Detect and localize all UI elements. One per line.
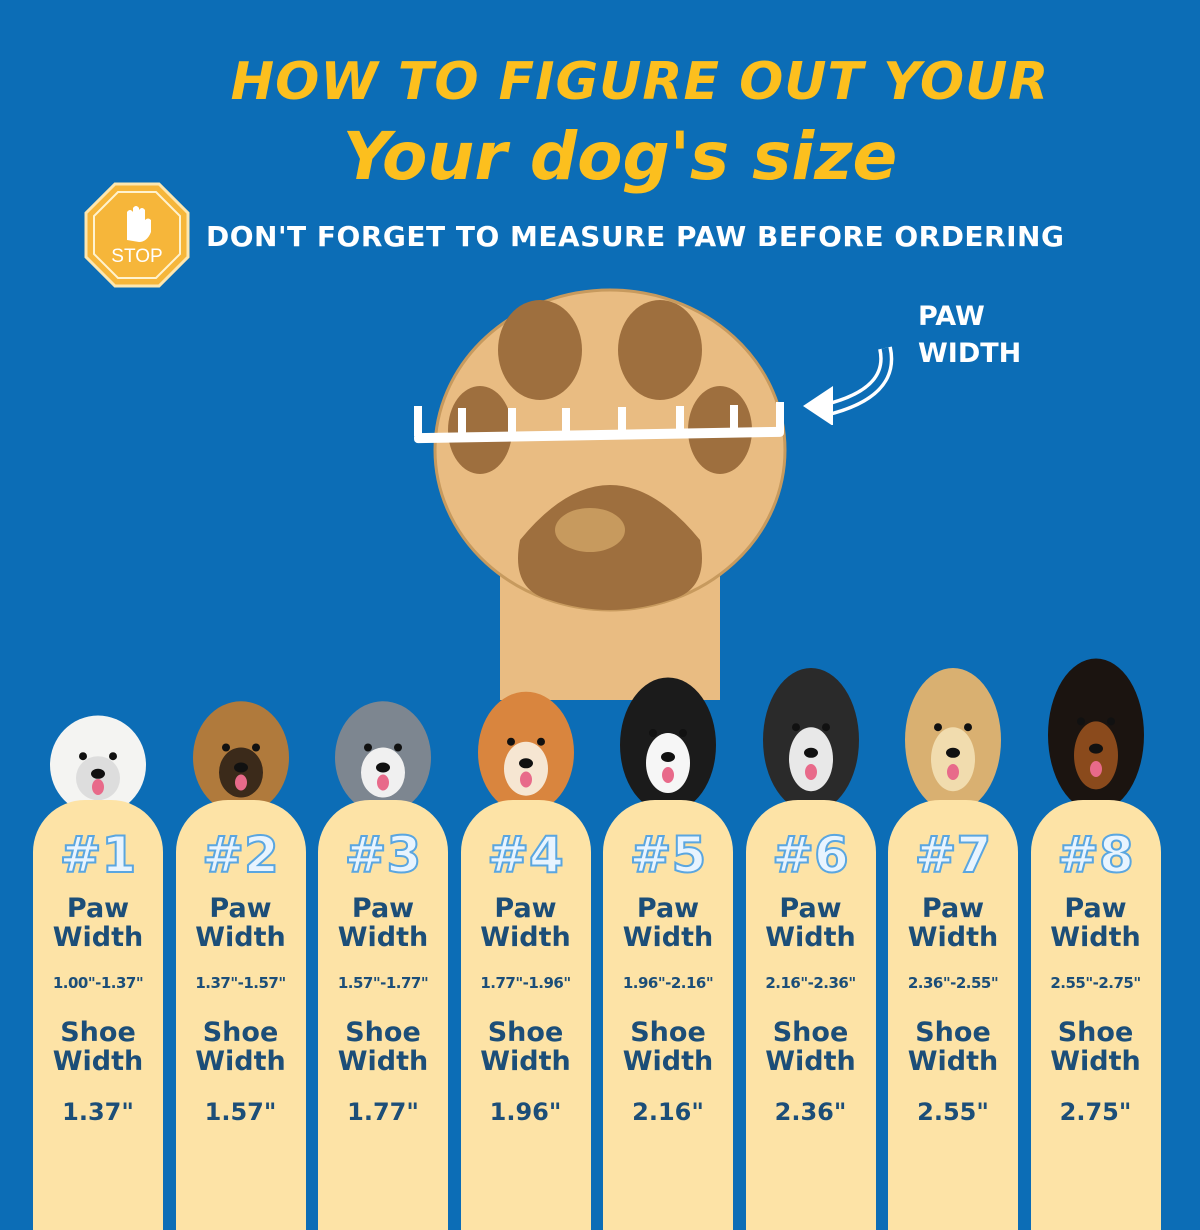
stop-sign-text: STOP	[111, 246, 162, 267]
paw-width-range: 1.00"-1.37"	[52, 974, 144, 992]
hand-icon	[127, 206, 151, 242]
shoe-width-value: 2.16"	[632, 1098, 704, 1126]
dog-photo	[38, 710, 158, 824]
shoe-width-label: Shoe Width	[52, 1017, 144, 1077]
paw-width-range: 2.16"-2.36"	[765, 974, 856, 992]
paw-width-label: Paw Width	[622, 893, 714, 953]
paw-width-label: Paw Width	[52, 893, 144, 953]
dog-photo	[751, 660, 871, 824]
dog-photo	[466, 685, 586, 824]
paw-width-range: 2.55"-2.75"	[1050, 974, 1141, 992]
stop-sign-icon: STOP	[84, 182, 190, 288]
size-number: #8	[1056, 825, 1135, 885]
paw-width-label: PAW WIDTH	[918, 301, 1022, 369]
paw-width-label: Paw Width	[195, 893, 286, 953]
size-card: #5 Paw Width 1.96"-2.16" Shoe Width 2.16"	[603, 800, 733, 1230]
size-card: #2 Paw Width 1.37"-1.57" Shoe Width 1.57"	[175, 800, 306, 1230]
shoe-width-value: 2.55"	[917, 1098, 989, 1126]
size-card: #1 Paw Width 1.00"-1.37" Shoe Width 1.37"	[33, 800, 163, 1230]
paw-width-label: Paw Width	[1050, 893, 1141, 953]
size-number: #6	[771, 825, 850, 885]
paw-width-range: 1.77"-1.96"	[480, 974, 571, 992]
shoe-width-value: 2.36"	[774, 1098, 847, 1126]
size-number: #5	[629, 825, 708, 885]
size-number: #3	[344, 825, 423, 885]
size-number: #7	[914, 825, 993, 885]
size-card: #6 Paw Width 2.16"-2.36" Shoe Width 2.36"	[745, 800, 876, 1230]
paw-width-label: Paw Width	[907, 893, 999, 953]
size-number: #4	[486, 825, 565, 885]
size-card: #7 Paw Width 2.36"-2.55" Shoe Width 2.55"	[888, 800, 1018, 1230]
paw-width-range: 1.37"-1.57"	[195, 974, 286, 992]
paw-width-label: Paw Width	[765, 893, 856, 953]
ruler-icon	[414, 402, 784, 444]
shoe-width-value: 2.75"	[1059, 1098, 1132, 1126]
size-number: #1	[59, 825, 138, 885]
arrow-icon	[803, 346, 894, 425]
size-card: #8 Paw Width 2.55"-2.75" Shoe Width 2.75"	[1030, 800, 1161, 1230]
shoe-width-value: 1.37"	[62, 1098, 134, 1126]
paw-width-range: 1.57"-1.77"	[337, 974, 429, 992]
shoe-width-label: Shoe Width	[1050, 1017, 1141, 1077]
shoe-width-value: 1.96"	[489, 1098, 562, 1126]
shoe-width-label: Shoe Width	[195, 1017, 286, 1077]
dog-photo	[893, 660, 1013, 824]
dog-photo	[181, 695, 301, 824]
title-line-2: Your dog's size	[342, 118, 898, 195]
shoe-width-label: Shoe Width	[337, 1017, 429, 1077]
paw-measure-illustration	[414, 288, 787, 700]
shoe-width-value: 1.77"	[347, 1098, 419, 1126]
paw-width-label: Paw Width	[480, 893, 571, 953]
measure-reminder: DON'T FORGET TO MEASURE PAW BEFORE ORDER…	[206, 220, 1065, 253]
paw-width-label: Paw Width	[337, 893, 429, 953]
size-card: #4 Paw Width 1.77"-1.96" Shoe Width 1.96"	[460, 800, 591, 1230]
shoe-width-value: 1.57"	[204, 1098, 277, 1126]
paw-width-range: 1.96"-2.16"	[622, 974, 714, 992]
dog-photo	[1036, 650, 1156, 824]
dog-photo	[323, 695, 443, 824]
shoe-width-label: Shoe Width	[480, 1017, 571, 1077]
dog-photo	[608, 670, 728, 824]
size-number: #2	[201, 825, 280, 885]
title-line-1: HOW TO FIGURE OUT YOUR	[230, 52, 1050, 112]
shoe-width-label: Shoe Width	[907, 1017, 999, 1077]
shoe-width-label: Shoe Width	[765, 1017, 856, 1077]
shoe-width-label: Shoe Width	[622, 1017, 714, 1077]
size-card: #3 Paw Width 1.57"-1.77" Shoe Width 1.77"	[318, 800, 448, 1230]
paw-width-range: 2.36"-2.55"	[907, 974, 999, 992]
